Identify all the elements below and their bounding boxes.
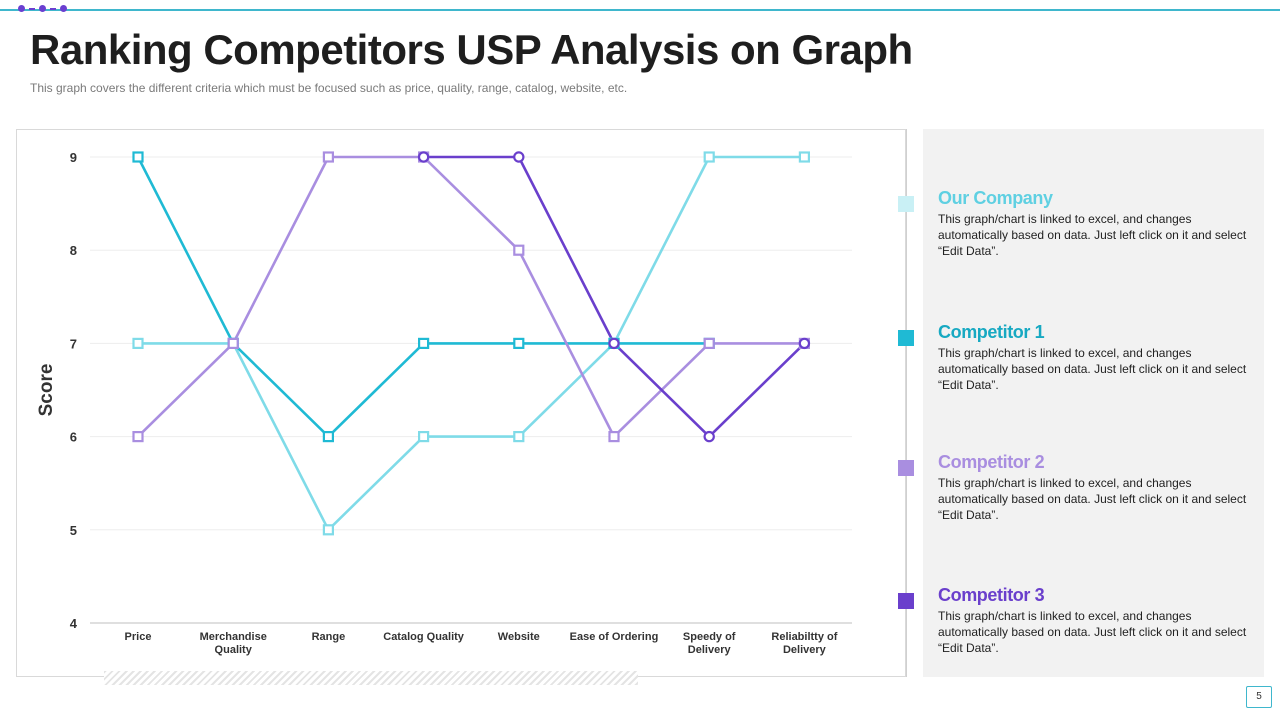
legend-description: This graph/chart is linked to excel, and… — [938, 609, 1247, 655]
legend-swatch — [898, 330, 914, 346]
chart-divider — [906, 129, 907, 677]
data-point — [132, 337, 144, 349]
y-tick-label: 5 — [70, 523, 77, 538]
x-tick-label: Merchandise Quality — [200, 631, 267, 656]
x-tick-label: Ease of Ordering — [570, 631, 659, 643]
legend-name: Competitor 1 — [938, 322, 1045, 342]
x-tick-label: Catalog Quality — [383, 631, 465, 643]
series-line-competitor-1 — [136, 156, 710, 438]
data-point — [513, 431, 525, 443]
top-accent-line — [0, 9, 1280, 11]
y-tick-label: 7 — [70, 336, 77, 351]
decorative-stripe — [104, 671, 638, 685]
data-point — [798, 337, 811, 350]
data-point — [608, 337, 620, 350]
data-point — [513, 337, 525, 349]
series-line-competitor-3 — [423, 155, 806, 438]
data-point — [322, 524, 334, 536]
legend-description: This graph/chart is linked to excel, and… — [938, 346, 1247, 392]
data-point — [417, 151, 430, 163]
legend-description: This graph/chart is linked to excel, and… — [938, 476, 1247, 522]
legend-swatch — [898, 593, 914, 609]
data-point — [608, 431, 620, 443]
legend-name: Competitor 3 — [938, 585, 1045, 605]
series-line-competitor-2 — [137, 155, 805, 438]
data-point — [703, 430, 715, 443]
y-tick-label: 4 — [70, 616, 78, 631]
chart-frame — [16, 129, 906, 677]
x-tick-label: Reliabiltty of Delivery — [771, 631, 837, 656]
y-tick-label: 6 — [70, 430, 77, 445]
legend-name: Our Company — [938, 188, 1053, 208]
data-point — [798, 151, 811, 163]
legend-name: Competitor 2 — [938, 452, 1045, 472]
series-line-our-company — [138, 155, 805, 532]
legend-panel — [923, 129, 1264, 677]
data-point — [227, 337, 239, 349]
data-point — [132, 431, 144, 443]
data-point — [322, 431, 334, 443]
legend-swatch — [898, 460, 914, 476]
data-point — [132, 151, 144, 163]
legend-swatch — [898, 196, 914, 212]
data-point — [513, 244, 525, 256]
page-title: Ranking Competitors USP Analysis on Grap… — [30, 26, 913, 73]
page-number: 5 — [1246, 686, 1272, 708]
data-point — [322, 151, 334, 163]
x-tick-label: Range — [312, 631, 346, 643]
y-tick-label: 9 — [70, 150, 77, 165]
legend-description: This graph/chart is linked to excel, and… — [938, 212, 1247, 258]
y-axis-label: Score — [36, 364, 57, 417]
x-tick-label: Speedy of Delivery — [683, 631, 736, 656]
page-subtitle: This graph covers the different criteria… — [30, 81, 628, 95]
data-point — [703, 337, 715, 349]
decorative-dots-icon — [18, 5, 67, 12]
x-tick-label: Website — [498, 631, 540, 643]
data-point — [703, 151, 715, 163]
data-point — [418, 431, 430, 443]
y-tick-label: 8 — [70, 243, 77, 258]
data-point — [513, 151, 525, 163]
x-tick-label: Price — [125, 631, 152, 643]
data-point — [418, 337, 430, 349]
